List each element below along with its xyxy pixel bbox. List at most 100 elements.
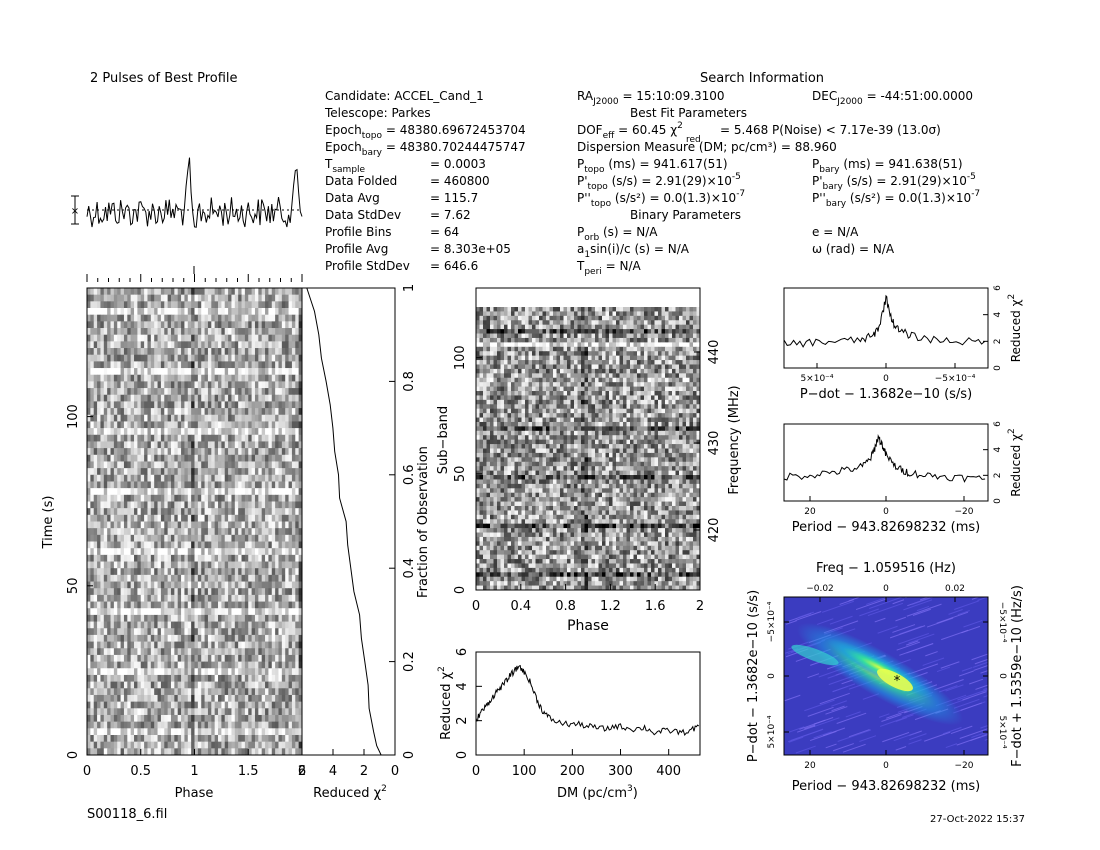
time-phase-cell <box>164 574 169 582</box>
time-phase-cell <box>234 688 239 696</box>
time-phase-cell <box>130 561 135 569</box>
time-phase-cell <box>177 394 182 402</box>
time-phase-cell <box>93 554 98 562</box>
time-phase-cell <box>87 588 91 596</box>
time-phase-cell <box>93 581 98 589</box>
time-phase-cell <box>207 314 212 322</box>
time-phase-cell <box>288 734 293 743</box>
time-phase-cell <box>201 414 205 422</box>
time-phase-cell <box>197 681 202 689</box>
time-phase-cell <box>140 381 145 389</box>
time-phase-cell <box>147 694 152 703</box>
time-phase-cell <box>137 521 142 529</box>
time-phase-cell <box>211 594 216 602</box>
time-phase-cell <box>184 468 189 476</box>
time-phase-cell <box>137 588 142 596</box>
time-phase-cell <box>194 668 199 676</box>
time-phase-cell <box>261 541 266 549</box>
time-phase-cell <box>251 654 256 662</box>
time-phase-cell <box>298 574 303 582</box>
time-phase-cell <box>160 608 165 616</box>
time-phase-cell <box>117 601 121 609</box>
time-phase-cell <box>258 441 263 449</box>
time-phase-cell <box>204 521 209 529</box>
time-phase-cell <box>221 314 226 322</box>
time-phase-cell <box>204 588 209 596</box>
time-phase-cell <box>218 694 222 703</box>
subband-cell <box>546 315 550 321</box>
time-phase-cell <box>90 741 95 749</box>
time-phase-cell <box>140 394 145 402</box>
time-phase-cell <box>154 614 158 622</box>
time-phase-cell <box>265 681 269 689</box>
time-phase-cell <box>197 548 202 556</box>
time-phase-cell <box>278 668 283 676</box>
time-phase-cell <box>201 674 205 683</box>
time-phase-cell <box>201 288 205 296</box>
time-phase-cell <box>201 301 205 309</box>
time-phase-cell <box>160 481 165 489</box>
time-phase-cell <box>218 514 222 522</box>
time-phase-cell <box>241 334 246 342</box>
subband-cell <box>567 311 571 317</box>
time-phase-cell <box>234 541 239 549</box>
time-phase-cell <box>184 494 189 502</box>
time-phase-cell <box>244 314 249 322</box>
time-phase-cell <box>134 388 138 396</box>
time-phase-cell <box>167 328 172 336</box>
time-phase-cell <box>224 388 229 396</box>
time-phase-cell <box>194 574 199 582</box>
time-phase-cell <box>137 701 142 709</box>
time-phase-cell <box>271 341 276 349</box>
time-phase-cell <box>113 374 118 382</box>
time-phase-cell <box>197 674 202 683</box>
time-phase-cell <box>298 294 303 302</box>
time-phase-cell <box>194 401 199 409</box>
time-phase-cell <box>87 288 91 296</box>
time-phase-cell <box>150 348 155 356</box>
time-phase-cell <box>244 541 249 549</box>
time-phase-cell <box>170 508 175 516</box>
time-phase-cell <box>93 574 98 582</box>
time-phase-cell <box>268 434 273 442</box>
time-phase-cell <box>113 348 118 356</box>
time-phase-cell <box>211 468 216 476</box>
time-phase-cell <box>117 481 121 489</box>
time-phase-cell <box>174 688 179 696</box>
time-phase-cell <box>288 434 293 442</box>
time-phase-cell <box>268 608 273 616</box>
time-phase-cell <box>167 334 172 342</box>
time-phase-cell <box>258 734 263 743</box>
time-phase-cell <box>244 688 249 696</box>
time-phase-cell <box>174 681 179 689</box>
time-phase-cell <box>160 528 165 536</box>
time-phase-cell <box>164 614 169 622</box>
time-phase-cell <box>251 328 256 336</box>
time-phase-cell <box>228 708 232 716</box>
time-phase-cell <box>154 554 158 562</box>
time-phase-cell <box>123 508 128 516</box>
time-phase-cell <box>140 361 145 369</box>
time-phase-cell <box>241 734 246 743</box>
time-phase-cell <box>177 454 182 462</box>
time-phase-cell <box>87 648 91 656</box>
time-phase-cell <box>197 454 202 462</box>
time-phase-cell <box>254 654 259 662</box>
time-phase-cell <box>184 394 189 402</box>
time-phase-cell <box>93 748 98 756</box>
time-phase-cell <box>194 488 199 496</box>
time-phase-cell <box>298 534 303 542</box>
subband-cell <box>500 311 505 317</box>
time-phase-cell <box>113 354 118 362</box>
time-phase-cell <box>238 348 242 356</box>
time-phase-cell <box>221 648 226 656</box>
subband-cell <box>644 315 648 321</box>
time-phase-cell <box>191 308 195 316</box>
time-phase-cell <box>154 394 158 402</box>
time-phase-cell <box>134 374 138 382</box>
time-phase-cell <box>207 574 212 582</box>
time-phase-cell <box>291 448 296 456</box>
time-phase-cell <box>204 608 209 616</box>
time-phase-cell <box>177 694 182 703</box>
time-phase-cell <box>285 448 289 456</box>
